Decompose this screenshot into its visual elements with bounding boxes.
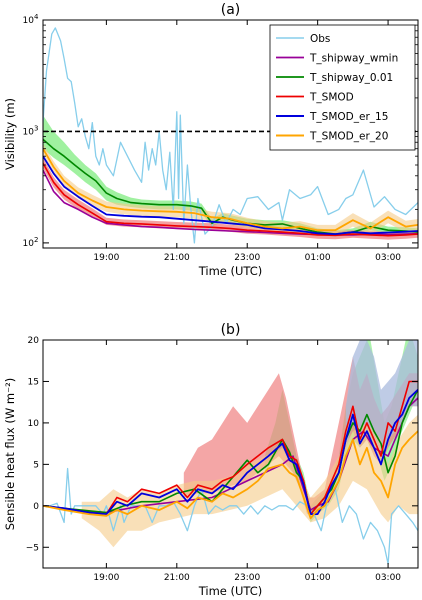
x-tick-label: 19:00 xyxy=(93,253,119,263)
panel-title: (b) xyxy=(221,322,241,338)
y-axis-label: Visibility (m) xyxy=(3,98,17,170)
series-line-obs xyxy=(43,467,418,565)
x-tick-label: 19:00 xyxy=(93,573,119,583)
x-tick-label: 23:00 xyxy=(234,573,260,583)
x-tick-label: 21:00 xyxy=(164,573,190,583)
legend: Obs T_shipway_wmin T_shipway_0.01 T_SMOD T_S… xyxy=(269,24,416,151)
series-line-t-smod-er-20 xyxy=(43,430,418,520)
panel-b: 19:00 21:00 23:00 01:00 03:00 −5 0 5 10 15 20 (b) Ti… xyxy=(3,322,419,598)
x-axis-label: Time (UTC) xyxy=(198,584,263,598)
y-tick-label: 10 xyxy=(28,419,40,429)
legend-label-obs: Obs xyxy=(310,33,330,45)
panel-title: (a) xyxy=(221,2,241,18)
uncertainty-band-1 xyxy=(43,157,418,240)
x-tick-label: 03:00 xyxy=(375,253,401,263)
x-tick-label: 21:00 xyxy=(164,253,190,263)
y-tick-exponent: 2 xyxy=(34,236,38,244)
x-tick-label: 23:00 xyxy=(234,253,260,263)
y-tick-label: −5 xyxy=(26,543,39,553)
uncertainty-band-2 xyxy=(43,143,418,236)
series-line-obs xyxy=(43,27,418,244)
x-tick-label: 03:00 xyxy=(375,573,401,583)
series-line-t-smod-er-15 xyxy=(43,389,418,515)
series-line-t-smod xyxy=(43,380,418,515)
y-tick-label: 10 xyxy=(23,239,35,249)
uncertainty-band-0 xyxy=(264,340,418,523)
legend-label-t-smod-er-20: T_SMOD_er_20 xyxy=(309,131,388,143)
y-tick-label: 15 xyxy=(28,377,39,387)
plot-area xyxy=(43,340,418,565)
series-line-t-smod-er-15 xyxy=(43,155,418,236)
plot-frame xyxy=(42,339,419,569)
uncertainty-band-3 xyxy=(81,414,418,548)
y-tick-label: 5 xyxy=(33,460,39,470)
series-line-t-smod-er-20 xyxy=(43,148,418,232)
x-axis-label: Time (UTC) xyxy=(198,264,263,278)
y-axis-label: Sensible heat flux (W m⁻²) xyxy=(3,378,17,531)
legend-label-t-smod-er-15: T_SMOD_er_15 xyxy=(309,111,388,123)
x-tick-label: 01:00 xyxy=(305,253,331,263)
plot-frame xyxy=(42,19,419,249)
y-tick-label: 0 xyxy=(33,502,39,512)
legend-box xyxy=(269,24,416,151)
x-tick-label: 01:00 xyxy=(305,573,331,583)
y-tick-label: 10 xyxy=(23,16,35,26)
series-line-t-smod xyxy=(43,162,418,237)
plot-area xyxy=(43,27,418,244)
legend-label-t-shipway-0-01: T_shipway_0.01 xyxy=(309,72,393,84)
legend-label-t-shipway-wmin: T_shipway_wmin xyxy=(309,53,398,65)
legend-label-t-smod: T_SMOD xyxy=(309,92,354,104)
y-tick-label: 20 xyxy=(28,336,40,346)
y-tick-exponent: 4 xyxy=(34,13,39,21)
y-tick-exponent: 3 xyxy=(34,124,38,132)
y-tick-label: 10 xyxy=(23,127,35,137)
